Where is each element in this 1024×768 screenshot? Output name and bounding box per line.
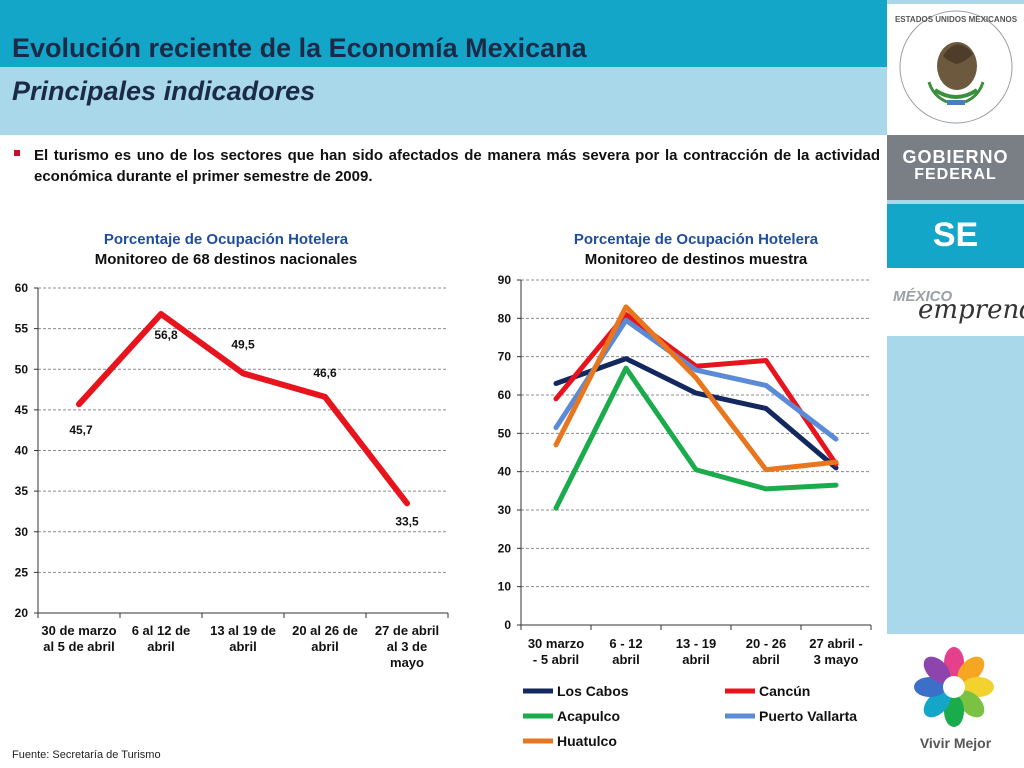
- y-tick-label: 90: [498, 273, 512, 287]
- data-label: 49,5: [231, 337, 255, 351]
- y-tick-label: 45: [15, 403, 29, 417]
- mexico-seal-icon: ESTADOS UNIDOS MEXICANOS: [895, 10, 1017, 124]
- data-label: 33,5: [395, 514, 419, 528]
- legend-label: Acapulco: [557, 708, 620, 724]
- page-subtitle: Principales indicadores: [12, 76, 316, 106]
- y-tick-label: 0: [504, 618, 511, 632]
- x-tick-label: 6 - 12 abril: [609, 636, 642, 667]
- y-tick-label: 30: [498, 503, 512, 517]
- header-band: [0, 0, 887, 67]
- x-tick-label: 13 al 19 de abril: [210, 623, 276, 654]
- y-tick-label: 80: [498, 311, 512, 325]
- se-block: [887, 204, 1024, 268]
- x-tick-label: 6 al 12 de abril: [132, 623, 191, 654]
- vivir-mejor-flower-icon: [914, 647, 994, 727]
- y-tick-label: 35: [15, 484, 29, 498]
- series-line-los-cabos: [553, 356, 839, 471]
- y-tick-label: 60: [498, 388, 512, 402]
- y-tick-label: 70: [498, 350, 512, 364]
- x-tick-label: 30 marzo - 5 abril: [528, 636, 584, 667]
- legend-label: Los Cabos: [557, 683, 629, 699]
- y-tick-label: 40: [498, 465, 512, 479]
- series-line-acapulco: [553, 365, 839, 511]
- x-tick-label: 20 al 26 de abril: [292, 623, 358, 654]
- chart1-title: Porcentaje de Ocupación Hotelera: [103, 231, 349, 248]
- seal-text: ESTADOS UNIDOS MEXICANOS: [895, 15, 1017, 24]
- gobierno-logo: GOBIERNO FEDERAL: [887, 148, 1024, 184]
- chart2-plot: 0 10 20 30 40 50 60 70 80 90 30 marzo - 5 abril 6 - …: [498, 273, 872, 749]
- y-tick-label: 55: [15, 322, 29, 336]
- chart2-subtitle: Monitoreo de destinos muestra: [584, 251, 808, 268]
- y-tick-label: 50: [15, 362, 29, 376]
- series-line-0: [76, 311, 410, 507]
- subheader-band: [0, 67, 887, 135]
- bullet-marker: [14, 150, 20, 156]
- x-tick-label: 20 - 26 abril: [746, 636, 786, 667]
- intro-paragraph: El turismo es uno de los sectores que ha…: [34, 147, 880, 185]
- legend-label: Cancún: [759, 683, 810, 699]
- vivir-mejor-label: Vivir Mejor: [919, 735, 992, 751]
- gobierno-line1: GOBIERNO: [902, 147, 1009, 167]
- y-tick-label: 30: [15, 525, 29, 539]
- x-tick-label: 13 - 19 abril: [676, 636, 716, 667]
- chart2-title: Porcentaje de Ocupación Hotelera: [573, 231, 819, 248]
- chart1-plot: 20 25 30 35 40 45 50 55 60 30 de marzo al 5 de abr…: [15, 281, 449, 670]
- data-label: 46,6: [313, 366, 337, 380]
- y-tick-label: 40: [15, 444, 29, 458]
- y-tick-label: 20: [15, 606, 29, 620]
- legend-label: Puerto Vallarta: [759, 708, 857, 724]
- mexico-label: MÉXICO: [893, 288, 953, 305]
- sidebar-blue-panel: [887, 336, 1024, 634]
- y-tick-label: 25: [15, 565, 29, 579]
- source-note: Fuente: Secretaría de Turismo: [12, 749, 161, 761]
- series-line-huatulco: [553, 304, 839, 473]
- chart1-subtitle: Monitoreo de 68 destinos nacionales: [94, 251, 358, 268]
- y-tick-label: 20: [498, 541, 512, 555]
- x-tick-label: 27 abril -3 mayo: [809, 636, 862, 667]
- x-tick-label: 27 de abril al 3 de mayo: [375, 623, 439, 670]
- series-line-cancún: [553, 312, 839, 467]
- y-tick-label: 60: [15, 281, 29, 295]
- gobierno-federal-block: [887, 135, 1024, 200]
- data-label: 45,7: [69, 423, 93, 437]
- y-tick-label: 10: [498, 580, 512, 594]
- y-tick-label: 50: [498, 426, 512, 440]
- legend-label: Huatulco: [557, 733, 617, 749]
- emprende-label: emprende: [918, 295, 1024, 325]
- page-title: Evolución reciente de la Economía Mexica…: [12, 33, 587, 63]
- sidebar-strip: [887, 0, 1024, 4]
- sidebar-divider: [887, 200, 1024, 204]
- x-tick-label: 30 de marzo al 5 de abril: [41, 623, 116, 654]
- gobierno-line2: FEDERAL: [914, 166, 997, 183]
- data-label: 56,8: [154, 328, 178, 342]
- se-logo: SE: [932, 216, 979, 254]
